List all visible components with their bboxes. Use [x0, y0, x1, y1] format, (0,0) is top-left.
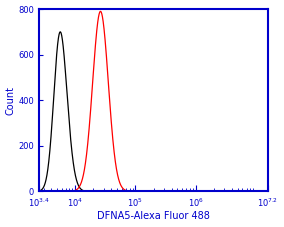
- X-axis label: DFNA5-Alexa Fluor 488: DFNA5-Alexa Fluor 488: [97, 211, 210, 222]
- Y-axis label: Count: Count: [6, 86, 16, 115]
